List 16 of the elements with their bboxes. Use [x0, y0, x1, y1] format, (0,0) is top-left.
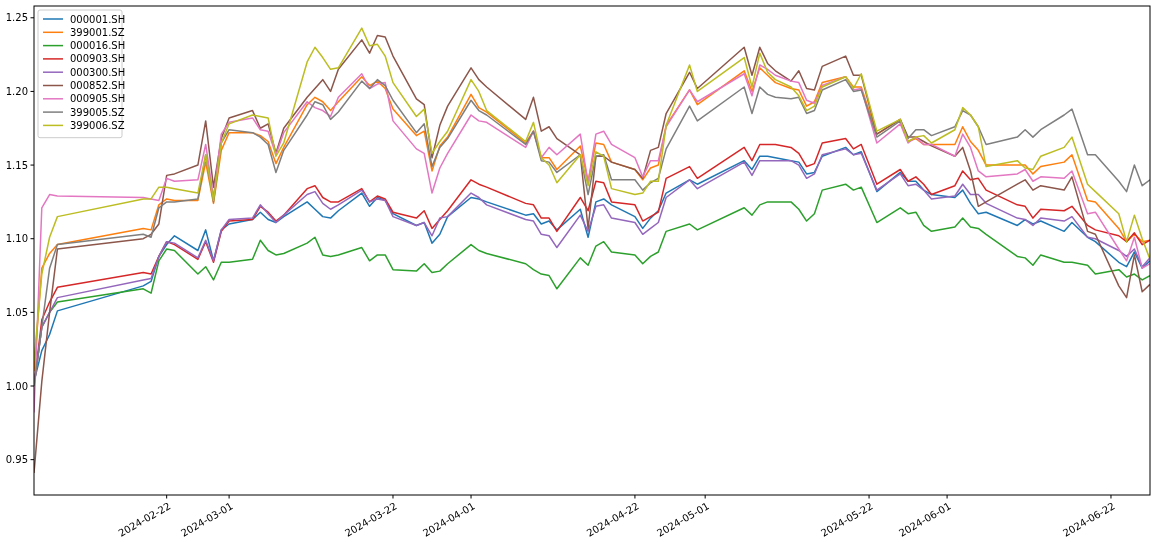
legend-label: 000852.SH	[70, 80, 126, 91]
legend-label: 000903.SH	[70, 53, 126, 65]
legend-label: 000001.SH	[70, 13, 126, 25]
legend-label: 000016.SH	[70, 40, 126, 52]
y-tick-label: 0.95	[5, 454, 28, 466]
legend-label: 000905.SH	[70, 93, 126, 105]
y-tick-label: 1.20	[5, 85, 28, 97]
legend-label: 399005.SZ	[70, 106, 125, 118]
y-tick-label: 1.05	[5, 306, 28, 318]
legend-label: 399006.SZ	[70, 119, 125, 131]
y-tick-label: 1.15	[5, 159, 28, 171]
y-tick-label: 1.00	[5, 380, 28, 392]
y-tick-label: 1.10	[5, 233, 28, 245]
legend-label: 000300.SH	[70, 66, 126, 78]
y-tick-label: 1.25	[5, 12, 28, 24]
legend-label: 399001.SZ	[70, 26, 125, 38]
